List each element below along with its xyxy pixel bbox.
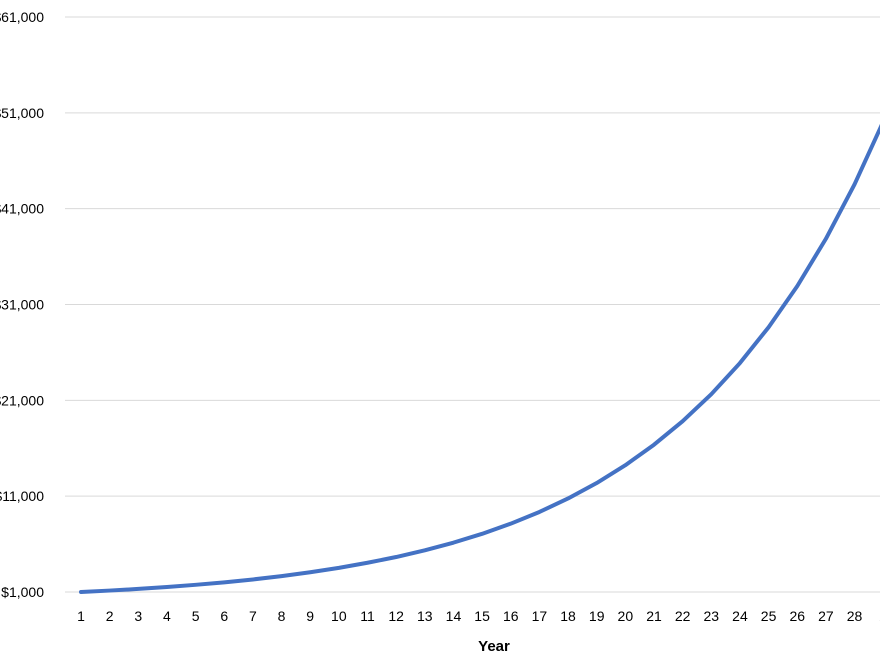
x-tick-label: 1 [77,608,85,624]
x-tick-label: 5 [192,608,200,624]
x-tick-label: 11 [360,608,375,624]
y-tick-label: $41,000 [0,201,44,217]
x-axis-tick-labels: 1 2 3 4 5 6 7 8 9 10 11 12 13 14 15 16 17 18 19 20 21 22 23 24 2… [77,608,880,624]
x-tick-label: 20 [618,608,634,624]
x-tick-label: 12 [388,608,404,624]
y-tick-label: $21,000 [0,392,44,408]
y-tick-label: $1,000 [1,584,44,600]
y-tick-label: $31,000 [0,297,44,313]
x-axis-title: Year [478,638,510,655]
x-tick-label: 4 [163,608,171,624]
x-tick-label: 9 [306,608,314,624]
gridlines [65,16,880,593]
y-tick-label: $61,000 [0,9,44,25]
x-tick-label: 3 [134,608,142,624]
x-tick-label: 13 [417,608,433,624]
x-tick-label: 28 [847,608,863,624]
series-group [79,123,880,594]
x-tick-label: 17 [532,608,548,624]
x-tick-label: 25 [761,608,777,624]
x-tick-label: 23 [704,608,720,624]
x-tick-label: 10 [331,608,347,624]
x-tick-label: 6 [220,608,228,624]
x-tick-label: 19 [589,608,605,624]
x-tick-label: 2 [106,608,114,624]
x-tick-label: 18 [560,608,576,624]
x-tick-label: 7 [249,608,257,624]
series-line [79,123,880,594]
x-tick-label: 22 [675,608,691,624]
x-tick-label: 24 [732,608,748,624]
y-tick-label: $51,000 [0,105,44,121]
y-axis-tick-labels: $1,000 $11,000 $21,000 $31,000 $41,000 $51,00… [0,9,44,600]
x-tick-label: 14 [446,608,462,624]
x-tick-label: 26 [789,608,805,624]
x-tick-label: 16 [503,608,519,624]
x-tick-label: 15 [474,608,490,624]
x-tick-label: 27 [818,608,834,624]
x-tick-label: 8 [278,608,286,624]
x-tick-label: 21 [646,608,662,624]
y-tick-label: $11,000 [0,488,44,504]
